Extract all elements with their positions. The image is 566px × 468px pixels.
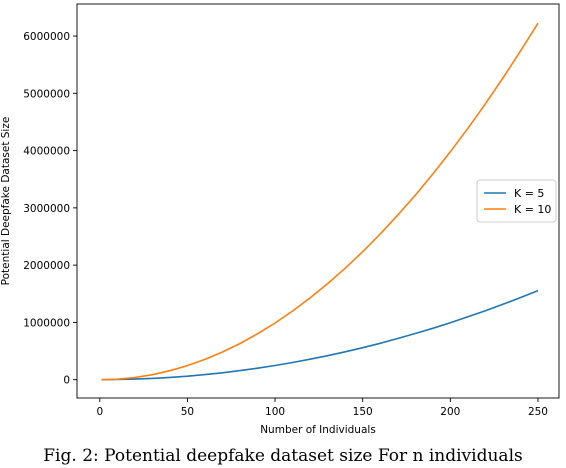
x-tick-label: 100 bbox=[265, 406, 285, 418]
y-tick-label: 2000000 bbox=[23, 260, 70, 272]
y-axis-label: Potential Deepfake Dataset Size bbox=[0, 117, 12, 286]
x-axis-ticks: 0 50 100 150 200 250 bbox=[96, 398, 548, 418]
x-tick-label: 250 bbox=[528, 406, 548, 418]
y-tick-label: 0 bbox=[63, 375, 70, 387]
legend-box bbox=[476, 179, 557, 223]
y-tick-label: 5000000 bbox=[23, 88, 70, 100]
series-line-1 bbox=[101, 289, 539, 381]
x-tick-label: 50 bbox=[181, 406, 194, 418]
series-lines bbox=[101, 22, 539, 381]
series-line-2 bbox=[101, 22, 539, 381]
legend-label: K = 10 bbox=[514, 203, 551, 216]
y-tick-label: 4000000 bbox=[23, 146, 70, 158]
legend: K = 5 K = 10 bbox=[476, 179, 557, 223]
plot-area bbox=[76, 3, 560, 399]
x-tick-label: 150 bbox=[353, 406, 373, 418]
y-axis-ticks: 0 1000000 2000000 3000000 4000000 5000000 6000… bbox=[23, 31, 77, 387]
x-tick-label: 0 bbox=[96, 406, 103, 418]
y-tick-label: 1000000 bbox=[23, 317, 70, 329]
x-tick-label: 200 bbox=[440, 406, 460, 418]
line-chart: 0 50 100 150 200 250 0 1000000 2000000 3000000 40… bbox=[0, 3, 560, 436]
y-tick-label: 3000000 bbox=[23, 203, 70, 215]
figure-caption: Fig. 2: Potential deepfake dataset size … bbox=[43, 446, 523, 466]
legend-label: K = 5 bbox=[514, 187, 544, 200]
x-axis-label: Number of Individuals bbox=[260, 424, 376, 436]
y-tick-label: 6000000 bbox=[23, 31, 70, 43]
plot-frame bbox=[76, 3, 560, 399]
